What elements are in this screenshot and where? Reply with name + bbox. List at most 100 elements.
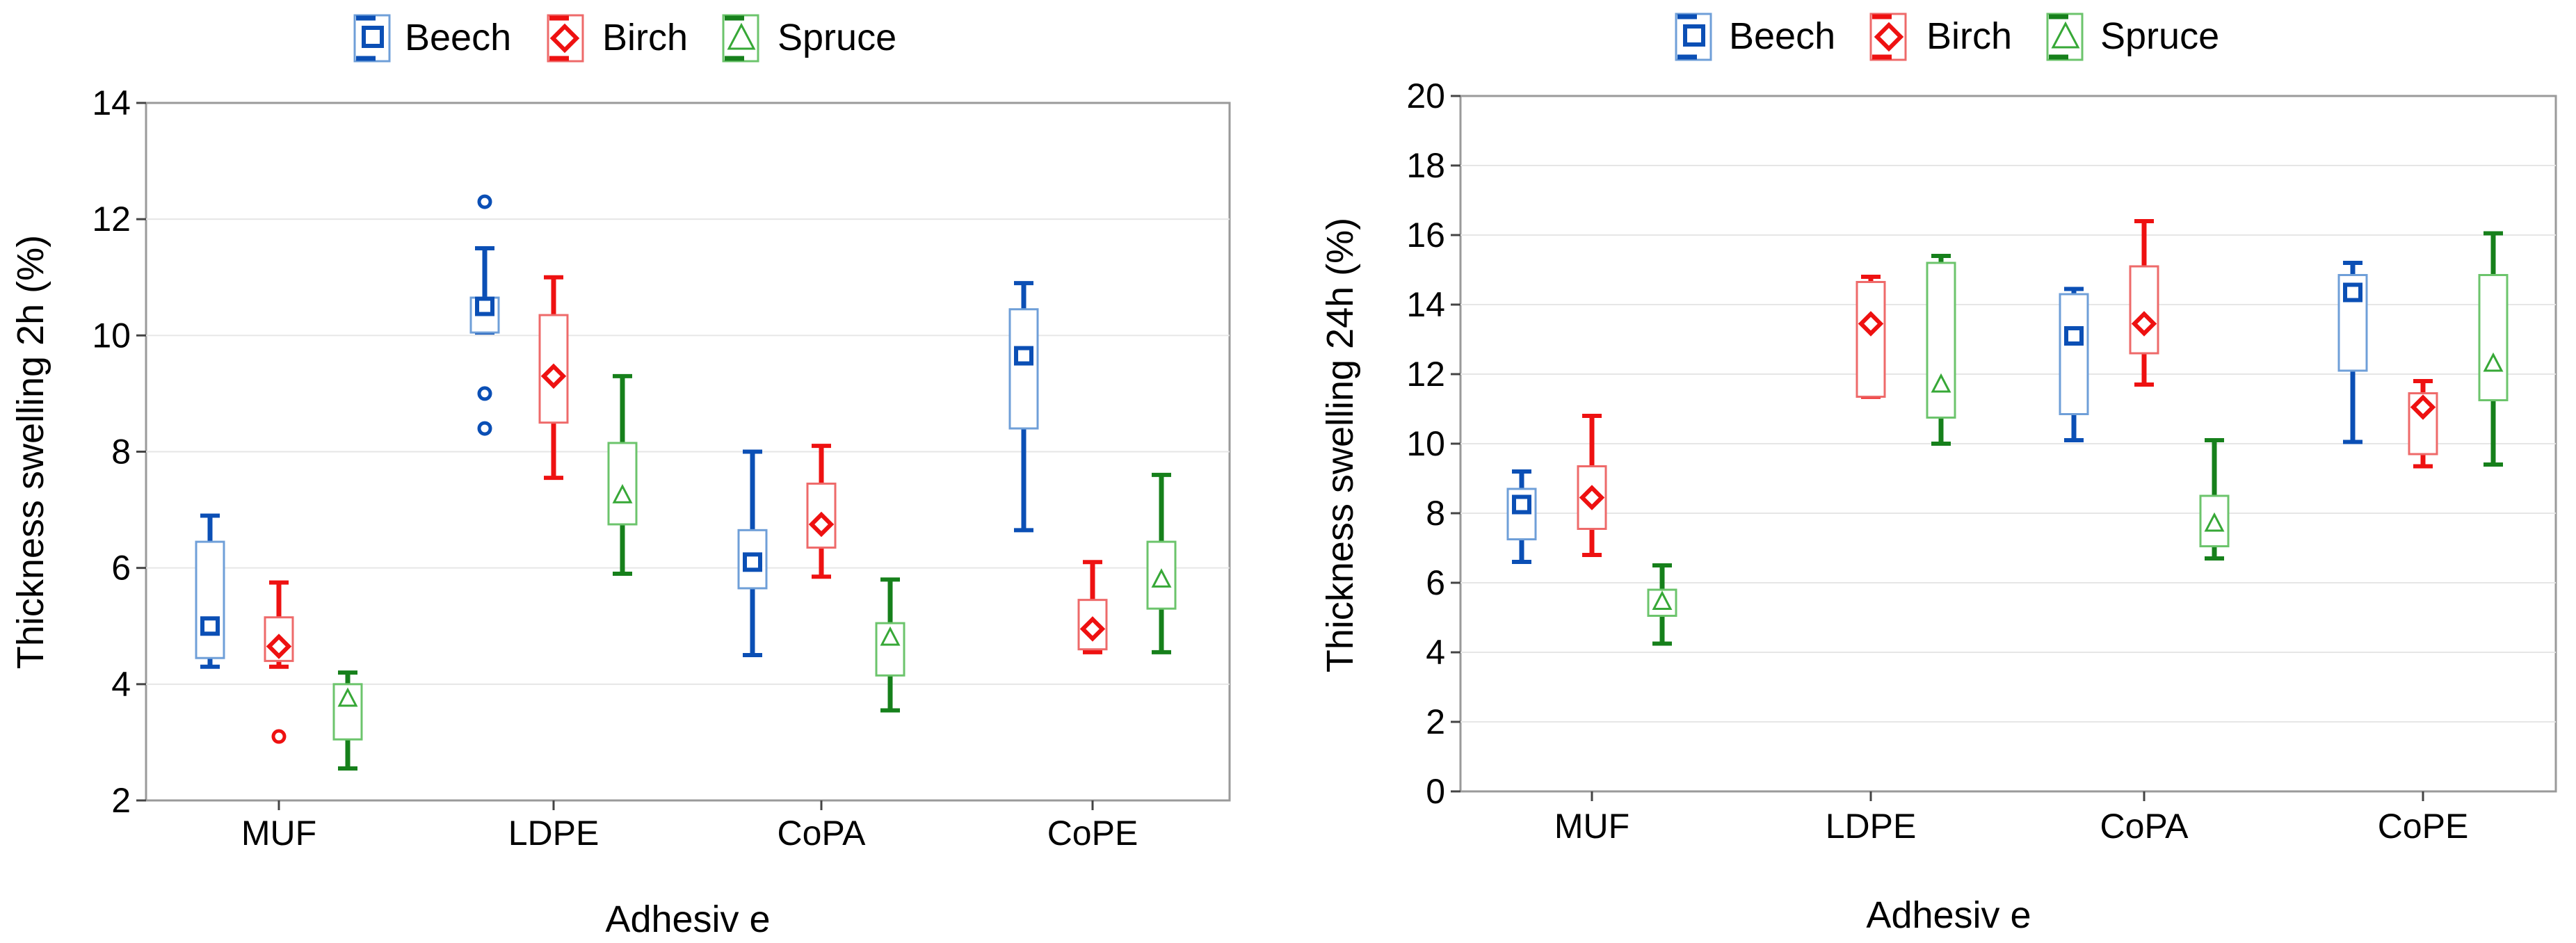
y-tick-label: 12 bbox=[1406, 355, 1445, 394]
box-birch-copa bbox=[806, 444, 837, 579]
gridlines-24h bbox=[1460, 165, 2556, 723]
box-spruce-cope bbox=[2478, 231, 2509, 467]
box-birch-ldpe bbox=[1855, 275, 1886, 399]
diamond-marker-icon bbox=[1874, 22, 1904, 52]
x-tick-label-muf: MUF bbox=[1554, 807, 1629, 846]
median-marker bbox=[808, 511, 835, 538]
median-marker bbox=[337, 687, 358, 707]
triangle-marker-icon bbox=[2051, 21, 2080, 49]
y-axis-ticks-2h: 2 4 6 8 10 12 14 bbox=[92, 83, 146, 820]
legend-entry-beech: Beech bbox=[1675, 13, 1835, 61]
box-beech-muf bbox=[195, 513, 225, 669]
y-axis-label-2h: Thickness swelling 2h (%) bbox=[10, 235, 51, 669]
box-birch-copa bbox=[2129, 219, 2159, 387]
iqr-box bbox=[332, 683, 363, 741]
square-marker-icon bbox=[362, 26, 384, 48]
box-spruce-cope bbox=[1146, 472, 1177, 654]
x-tick-label-copa: CoPA bbox=[2100, 807, 2189, 846]
box-beech-copa bbox=[737, 449, 768, 658]
legend-entry-beech: Beech bbox=[353, 14, 511, 63]
box-beech-muf bbox=[1506, 469, 1537, 564]
x-tick-label-copa: CoPA bbox=[778, 814, 867, 853]
box-spruce-ldpe bbox=[1926, 254, 1956, 446]
median-marker bbox=[1931, 373, 1951, 393]
iqr-box bbox=[607, 442, 638, 526]
median-marker bbox=[1014, 346, 1033, 366]
median-marker bbox=[880, 626, 901, 646]
box-beech-cope bbox=[1008, 281, 1039, 533]
median-marker bbox=[2064, 326, 2084, 346]
median-marker bbox=[200, 616, 220, 636]
legend-label-beech: Beech bbox=[1729, 15, 1835, 57]
outlier-point bbox=[271, 729, 287, 744]
iqr-box bbox=[1008, 308, 1039, 430]
median-marker bbox=[1151, 568, 1172, 588]
iqr-box bbox=[2478, 274, 2509, 401]
y-tick-label: 18 bbox=[1406, 146, 1445, 185]
x-axis-label-24h: Adhesiv e bbox=[1866, 894, 2031, 936]
iqr-box bbox=[875, 622, 905, 677]
square-marker-icon bbox=[1683, 24, 1705, 47]
box-birch-muf bbox=[1577, 414, 1607, 557]
y-tick-label: 4 bbox=[1426, 633, 1445, 672]
median-marker bbox=[540, 363, 567, 389]
y-tick-label: 4 bbox=[111, 665, 131, 704]
median-marker bbox=[475, 296, 494, 316]
y-tick-label: 8 bbox=[111, 433, 131, 471]
y-tick-label: 10 bbox=[1406, 424, 1445, 463]
chart-panel-2h: Beech Birch Spruce 2 4 6 8 10 12 14 MUF LDPE CoP… bbox=[10, 14, 1231, 940]
median-marker bbox=[743, 552, 762, 572]
median-marker bbox=[1512, 494, 1531, 515]
box-spruce-copa bbox=[2199, 438, 2230, 561]
box-birch-ldpe bbox=[538, 275, 569, 481]
box-beech-ldpe bbox=[469, 194, 500, 436]
iqr-box bbox=[1855, 281, 1886, 398]
x-tick-label-cope: CoPE bbox=[1047, 814, 1138, 853]
y-tick-label: 10 bbox=[92, 316, 131, 355]
median-marker bbox=[2204, 512, 2225, 532]
triangle-marker-icon bbox=[727, 22, 756, 50]
x-tick-label-cope: CoPE bbox=[2378, 807, 2469, 846]
chart-panel-24h: Beech Birch Spruce 0 2 4 6 8 10 12 14 16 18 20 MUF… bbox=[1319, 13, 2557, 936]
y-tick-label: 6 bbox=[111, 549, 131, 588]
y-tick-label: 8 bbox=[1426, 494, 1445, 533]
x-axis-ticks-2h: MUF LDPE CoPA CoPE bbox=[241, 800, 1138, 853]
median-marker bbox=[2483, 352, 2504, 372]
outlier-point bbox=[477, 386, 492, 401]
median-marker bbox=[2131, 311, 2157, 337]
legend-label-spruce: Spruce bbox=[778, 17, 896, 58]
box-beech-copa bbox=[2059, 287, 2089, 442]
median-marker bbox=[266, 634, 292, 659]
legend-label-spruce: Spruce bbox=[2100, 15, 2219, 57]
gridlines-2h bbox=[146, 218, 1230, 685]
y-tick-label: 20 bbox=[1406, 76, 1445, 115]
median-marker bbox=[1858, 311, 1884, 337]
x-axis-label-2h: Adhesiv e bbox=[605, 898, 770, 940]
box-spruce-muf bbox=[1647, 563, 1677, 646]
legend-entry-birch: Birch bbox=[547, 14, 688, 63]
boxes-2h bbox=[195, 194, 1177, 771]
box-beech-cope bbox=[2337, 261, 2368, 444]
outlier-point bbox=[477, 421, 492, 436]
box-spruce-muf bbox=[332, 670, 363, 771]
median-marker bbox=[2410, 394, 2436, 420]
iqr-box bbox=[2199, 494, 2230, 547]
legend-label-birch: Birch bbox=[602, 17, 688, 58]
y-tick-label: 6 bbox=[1426, 563, 1445, 602]
diamond-marker-icon bbox=[549, 23, 580, 54]
y-tick-label: 0 bbox=[1426, 772, 1445, 811]
iqr-box bbox=[1146, 540, 1177, 610]
median-marker bbox=[2343, 282, 2362, 303]
legend-label-birch: Birch bbox=[1926, 15, 2012, 57]
y-tick-label: 14 bbox=[1406, 285, 1445, 324]
box-birch-muf bbox=[264, 580, 294, 744]
legend-entry-birch: Birch bbox=[1869, 13, 2012, 61]
boxes-24h bbox=[1506, 219, 2509, 646]
y-tick-label: 2 bbox=[1426, 702, 1445, 741]
box-birch-cope bbox=[2408, 379, 2438, 469]
x-tick-label-ldpe: LDPE bbox=[508, 814, 599, 853]
x-tick-label-ldpe: LDPE bbox=[1826, 807, 1917, 846]
box-spruce-copa bbox=[875, 577, 905, 713]
legend-24h: Beech Birch Spruce bbox=[1675, 13, 2219, 61]
